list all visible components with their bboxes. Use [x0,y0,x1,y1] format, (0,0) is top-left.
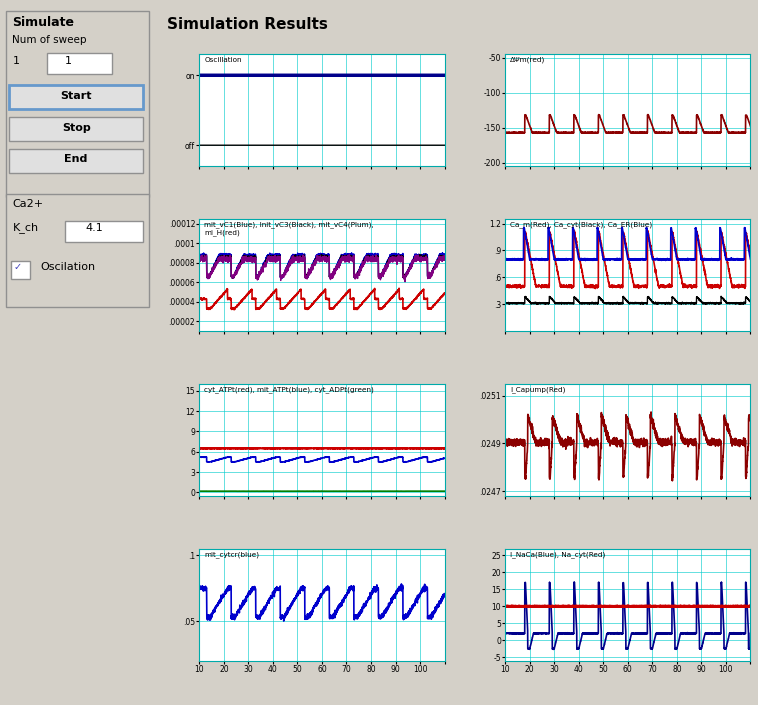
FancyBboxPatch shape [9,85,143,109]
Text: I_NaCa(Blue), Na_cyt(Red): I_NaCa(Blue), Na_cyt(Red) [510,551,606,558]
Text: K_ch: K_ch [12,222,39,233]
Text: Stop: Stop [61,123,90,133]
Text: ✓: ✓ [13,262,21,272]
Text: cyt_ATPt(red), mit_ATPt(blue), cyt_ADPt(green): cyt_ATPt(red), mit_ATPt(blue), cyt_ADPt(… [204,386,374,393]
Text: mit_vC1(Blue), Init_vC3(Black), mit_vC4(Plum),
mi_H(red): mit_vC1(Blue), Init_vC3(Black), mit_vC4(… [204,221,374,235]
Text: Simulation Results: Simulation Results [168,18,328,32]
Text: Oscillation: Oscillation [204,56,242,63]
Text: End: End [64,154,88,164]
Text: Ca2+: Ca2+ [12,199,43,209]
Text: I_Capump(Red): I_Capump(Red) [510,386,565,393]
Text: 1: 1 [65,56,72,66]
Text: Ca_m(Red), Ca_cyt(Black), Ca_ER(Blue): Ca_m(Red), Ca_cyt(Black), Ca_ER(Blue) [510,221,652,228]
Text: Start: Start [61,91,92,101]
FancyBboxPatch shape [9,149,143,173]
Text: 4.1: 4.1 [86,223,103,233]
Text: mit_cytcr(blue): mit_cytcr(blue) [204,551,259,558]
FancyBboxPatch shape [46,53,112,74]
Text: Num of sweep: Num of sweep [12,35,87,45]
Text: ΔΨm(red): ΔΨm(red) [510,56,545,63]
Text: Simulate: Simulate [12,16,74,28]
FancyBboxPatch shape [11,261,30,279]
FancyBboxPatch shape [65,221,143,242]
FancyBboxPatch shape [6,11,149,197]
FancyBboxPatch shape [9,117,143,141]
Text: Oscilation: Oscilation [40,262,96,272]
Text: 1: 1 [12,56,20,66]
FancyBboxPatch shape [6,194,149,307]
